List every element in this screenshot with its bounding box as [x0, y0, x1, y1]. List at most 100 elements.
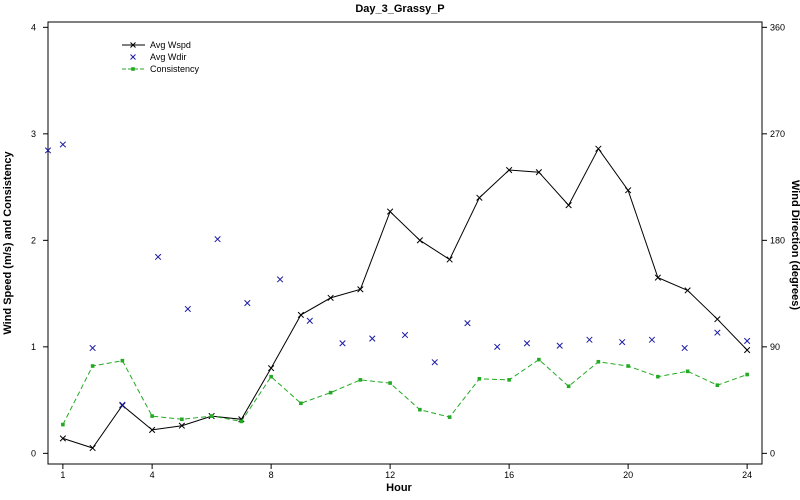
- y-left-tick-label: 3: [31, 129, 36, 139]
- x-tick-label: 12: [385, 470, 395, 480]
- data-point: [595, 145, 602, 152]
- data-point: [476, 194, 483, 201]
- data-point: [184, 305, 191, 313]
- data-point: [566, 384, 571, 389]
- y-left-tick-label: 2: [31, 235, 36, 245]
- data-point: [357, 286, 364, 293]
- data-point: [507, 378, 511, 382]
- data-point: [61, 422, 65, 427]
- series-1: [44, 141, 751, 408]
- series-layer: [44, 141, 751, 452]
- data-point: [269, 374, 273, 379]
- data-point: [626, 364, 630, 368]
- y-left-tick-label: 4: [31, 22, 36, 32]
- data-point: [328, 390, 333, 395]
- data-point: [59, 141, 67, 148]
- data-point: [339, 340, 346, 347]
- data-point: [267, 364, 275, 372]
- data-point: [90, 364, 95, 368]
- y-left-tick-label: 1: [31, 342, 36, 352]
- data-point: [596, 359, 601, 364]
- data-point: [89, 444, 96, 452]
- x-axis-title: Hour: [386, 482, 412, 494]
- chart-title: Day_3_Grassy_P: [355, 3, 444, 15]
- data-point: [565, 202, 572, 209]
- data-point: [684, 287, 691, 294]
- data-point: [239, 419, 244, 424]
- data-point: [715, 383, 720, 387]
- series-2: [61, 357, 749, 427]
- data-point: [154, 253, 162, 261]
- data-point: [656, 374, 660, 379]
- data-point: [214, 236, 221, 243]
- data-point: [150, 414, 154, 418]
- data-point: [745, 372, 749, 377]
- series-line: [62, 358, 748, 425]
- x-tick-label: 16: [504, 470, 514, 480]
- data-point: [276, 276, 284, 283]
- data-point: [401, 331, 409, 339]
- data-point: [119, 401, 126, 408]
- legend: Avg Wspd Avg Wdir Consistency: [118, 35, 200, 76]
- data-point: [89, 344, 96, 352]
- data-point: [306, 317, 313, 324]
- x-tick-label: 8: [269, 470, 274, 480]
- x-tick-label: 24: [742, 470, 752, 480]
- data-point: [148, 426, 156, 434]
- data-point: [388, 381, 392, 385]
- data-point: [327, 294, 334, 302]
- data-point: [297, 311, 305, 319]
- data-point: [358, 378, 363, 382]
- legend-marker: [130, 42, 136, 48]
- data-point: [685, 369, 690, 374]
- data-point: [743, 346, 751, 354]
- data-point: [418, 407, 422, 412]
- data-point: [681, 344, 688, 352]
- data-point: [120, 358, 125, 363]
- data-point: [477, 376, 482, 381]
- y-right-tick-label: 180: [770, 235, 785, 245]
- data-point: [537, 357, 541, 362]
- data-point: [619, 338, 626, 346]
- y-right-tick-label: 270: [770, 129, 785, 139]
- data-point: [180, 417, 184, 422]
- series-0: [59, 145, 751, 452]
- data-point: [447, 415, 452, 419]
- data-point: [523, 340, 531, 347]
- data-point: [209, 414, 214, 418]
- data-point: [624, 187, 632, 194]
- x-tick-label: 4: [150, 470, 155, 480]
- data-point: [446, 256, 453, 263]
- legend-label: Consistency: [150, 64, 200, 74]
- data-point: [431, 359, 438, 366]
- legend-label: Avg Wdir: [150, 52, 186, 62]
- data-point: [714, 329, 721, 336]
- data-point: [464, 320, 471, 327]
- legend-marker: [130, 54, 136, 60]
- data-point: [299, 401, 303, 406]
- data-point: [238, 416, 245, 423]
- data-point: [369, 335, 376, 342]
- x-tick-label: 20: [623, 470, 633, 480]
- data-point: [586, 336, 593, 343]
- data-point: [386, 208, 394, 215]
- series-line: [62, 147, 748, 449]
- legend-items: Avg Wspd Avg Wdir Consistency: [122, 40, 200, 74]
- data-point: [556, 342, 563, 349]
- data-point: [648, 336, 656, 343]
- y-left-tick-label: 0: [31, 448, 36, 458]
- x-tick-label: 1: [60, 470, 65, 480]
- data-point: [244, 299, 251, 307]
- data-point: [714, 315, 721, 323]
- plot-frame: [47, 21, 763, 465]
- data-point: [416, 237, 424, 244]
- data-point: [535, 169, 543, 176]
- data-point: [505, 166, 513, 174]
- data-point: [654, 274, 662, 281]
- y-right-tick-label: 360: [770, 22, 785, 32]
- data-point: [494, 343, 501, 350]
- y-right-tick-label: 0: [770, 448, 775, 458]
- legend-label: Avg Wspd: [150, 40, 191, 50]
